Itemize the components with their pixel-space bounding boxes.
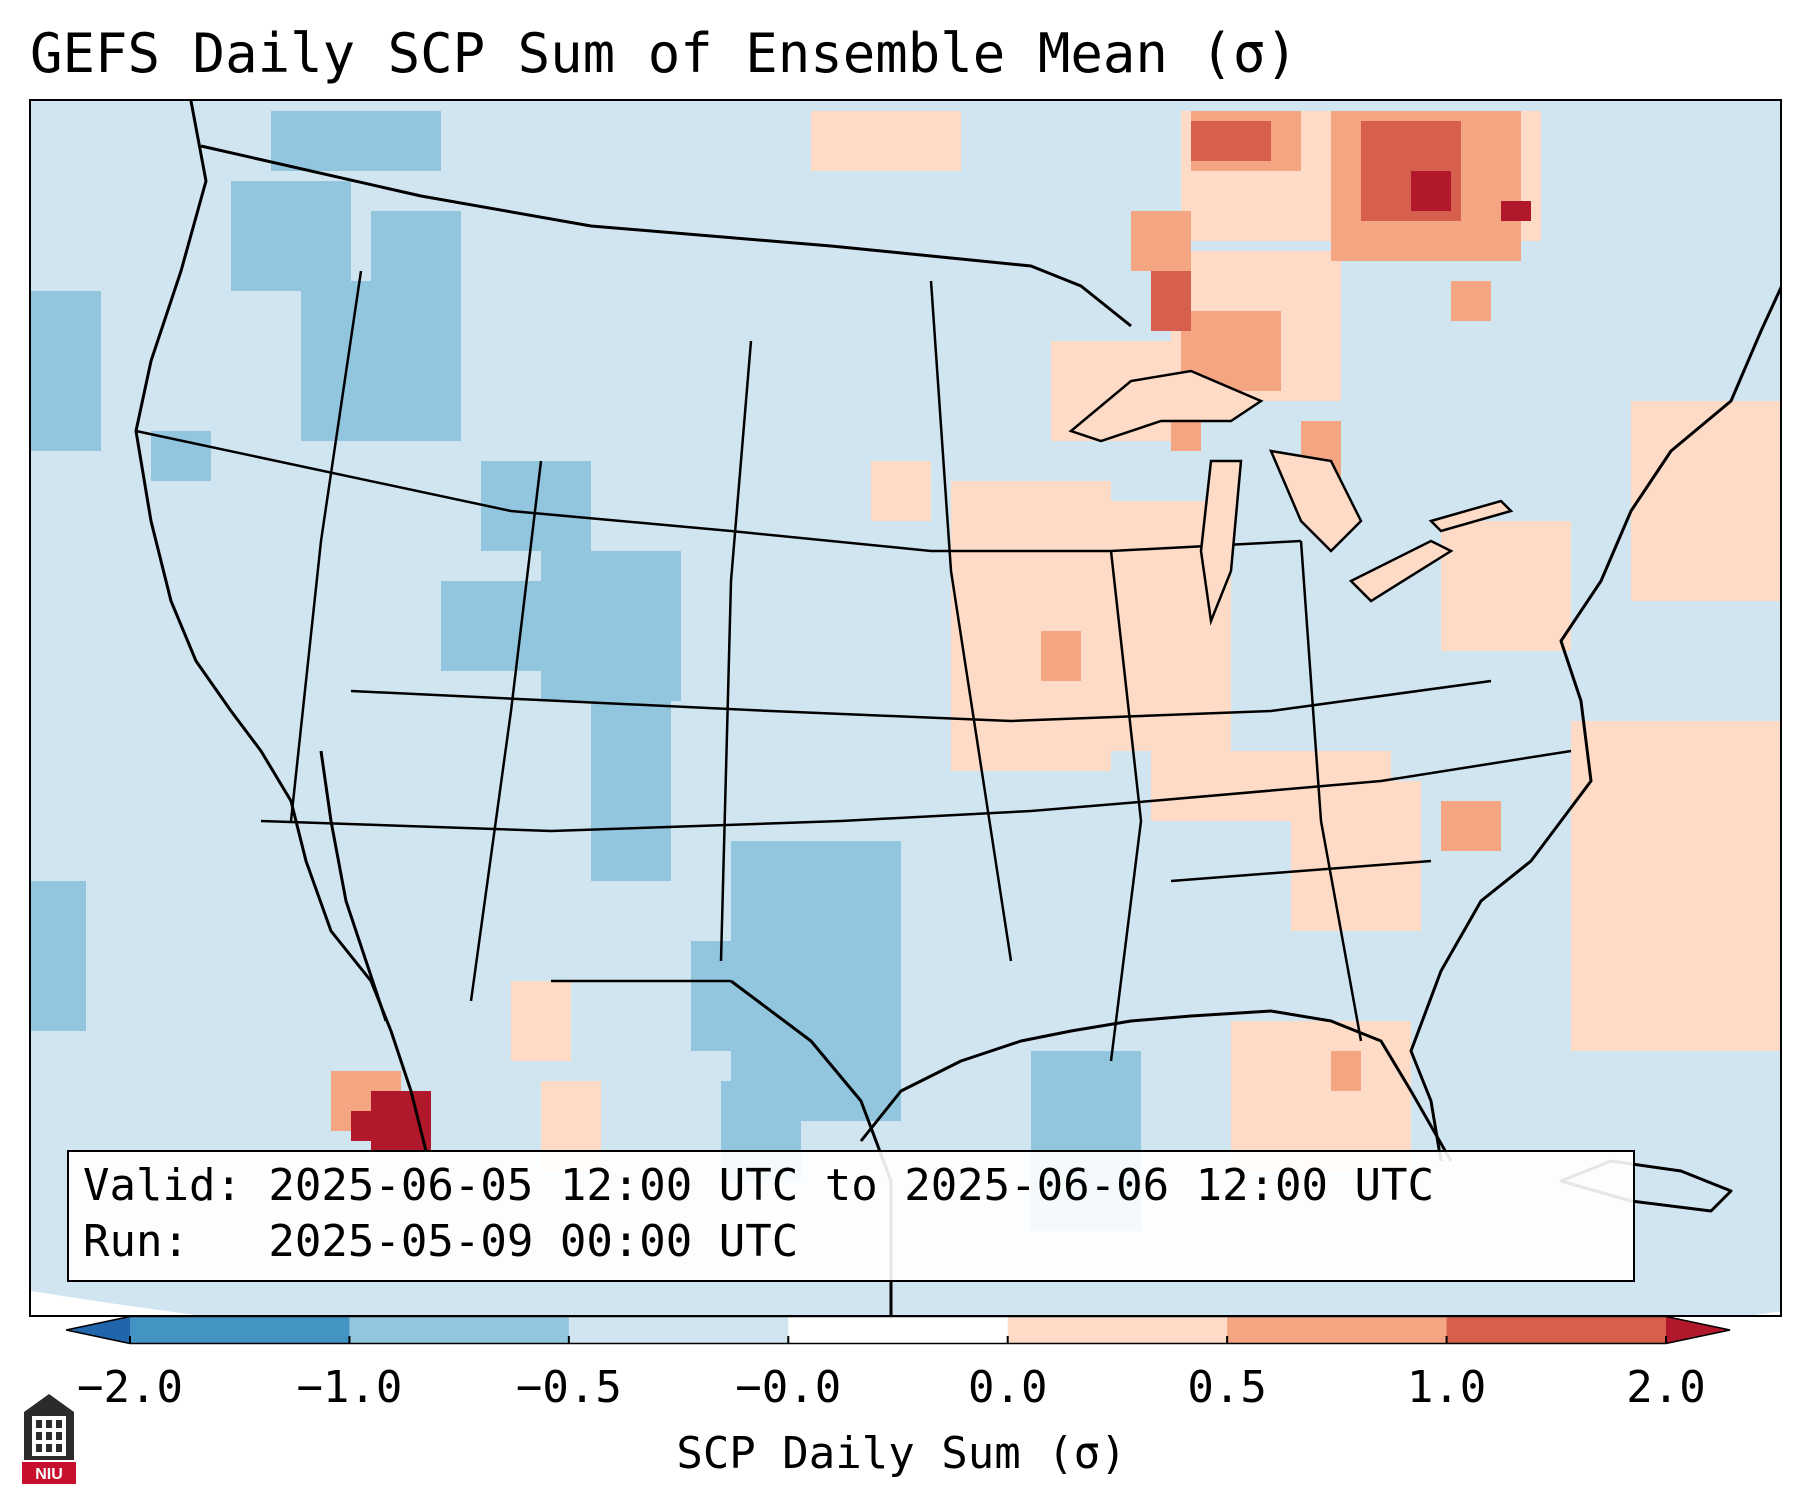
atlantic-coastline xyxy=(1409,286,1780,1162)
colorbar xyxy=(65,1315,1746,1350)
colorbar-under-extension xyxy=(66,1316,130,1344)
logo-text: NIU xyxy=(35,1466,63,1483)
great-lakes xyxy=(1068,369,1514,626)
extreme-anomaly-areas xyxy=(351,171,1531,1151)
university-building-icon: NIU xyxy=(22,1394,76,1484)
lake-michigan xyxy=(1199,459,1243,626)
negative-anomaly-areas xyxy=(31,111,1141,1231)
colorbar-tick-label: 1.0 xyxy=(1406,1362,1487,1413)
colorbar-bin xyxy=(788,1316,1009,1344)
run-time-text: Run: 2025-05-09 00:00 UTC xyxy=(83,1216,799,1267)
colorbar-label: SCP Daily Sum (σ) xyxy=(676,1428,1127,1479)
lake-erie xyxy=(1348,539,1454,603)
colorbar-tick-label: −1.0 xyxy=(296,1362,403,1413)
map-panel xyxy=(29,99,1782,1317)
lake-huron xyxy=(1268,449,1363,553)
canada-us-border xyxy=(200,144,1132,328)
colorbar-bin xyxy=(1227,1316,1448,1344)
colorbar-over-extension xyxy=(1666,1316,1730,1344)
colorbar-bin xyxy=(349,1316,570,1344)
colorbar-svg xyxy=(65,1315,1731,1345)
valid-time-text: Valid: 2025-06-05 12:00 UTC to 2025-06-0… xyxy=(83,1160,1435,1211)
colorbar-tick-label: 0.5 xyxy=(1187,1362,1267,1413)
chart-title: GEFS Daily SCP Sum of Ensemble Mean (σ) xyxy=(30,22,1298,85)
colorbar-tick-label: 0.0 xyxy=(967,1362,1048,1413)
colorbar-bin xyxy=(130,1316,350,1344)
colorbar-bin xyxy=(1007,1316,1228,1344)
valid-run-info-box: Valid: 2025-06-05 12:00 UTC to 2025-06-0… xyxy=(67,1150,1635,1282)
colorbar-tick-label: −0.0 xyxy=(735,1362,842,1413)
state-boundaries xyxy=(135,270,1572,1062)
map-canvas xyxy=(31,101,1780,1315)
gulf-coastline xyxy=(859,1009,1453,1162)
lake-superior xyxy=(1068,369,1264,443)
map-domain xyxy=(31,101,1780,1315)
colorbar-tick-label: −2.0 xyxy=(77,1362,183,1413)
colorbar-bin xyxy=(1446,1316,1667,1344)
lake-ontario xyxy=(1428,499,1514,533)
colorbar-tick-label: 2.0 xyxy=(1626,1362,1706,1413)
baja-coastline xyxy=(319,750,388,1022)
colorbar-tick-label: −0.5 xyxy=(515,1362,622,1413)
geographic-boundaries xyxy=(134,101,1780,1315)
colorbar-bin xyxy=(568,1316,789,1344)
